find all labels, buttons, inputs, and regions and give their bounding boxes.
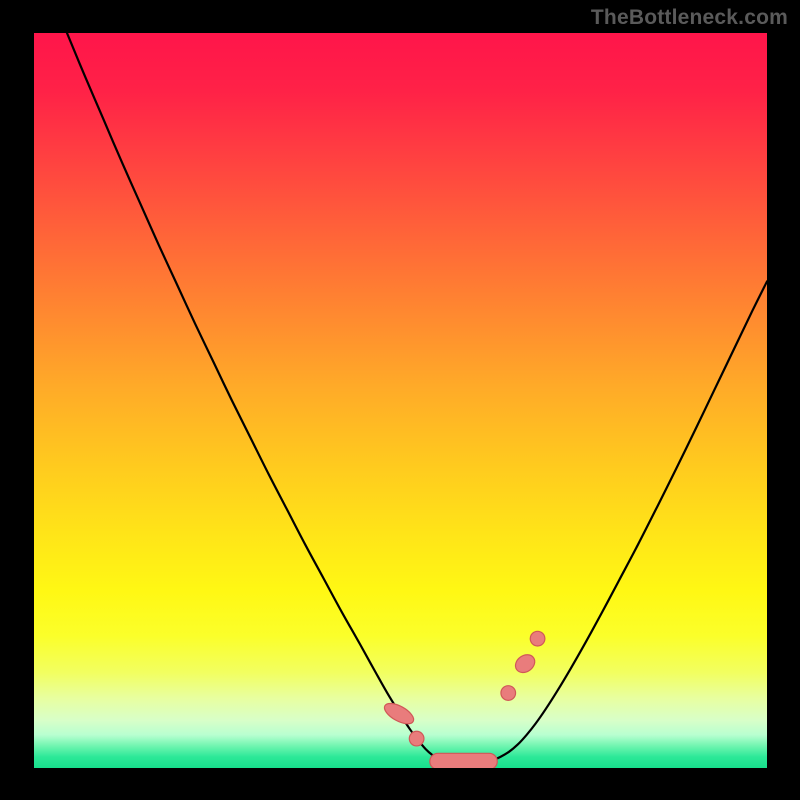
marker-dot (530, 631, 545, 646)
gradient-background (34, 33, 767, 768)
plot-area (34, 33, 767, 768)
watermark-text: TheBottleneck.com (591, 6, 788, 30)
chart-outer: TheBottleneck.com (0, 0, 800, 800)
marker-dot (409, 731, 424, 746)
chart-svg (34, 33, 767, 768)
marker-bar (430, 753, 497, 768)
marker-dot (501, 686, 516, 701)
